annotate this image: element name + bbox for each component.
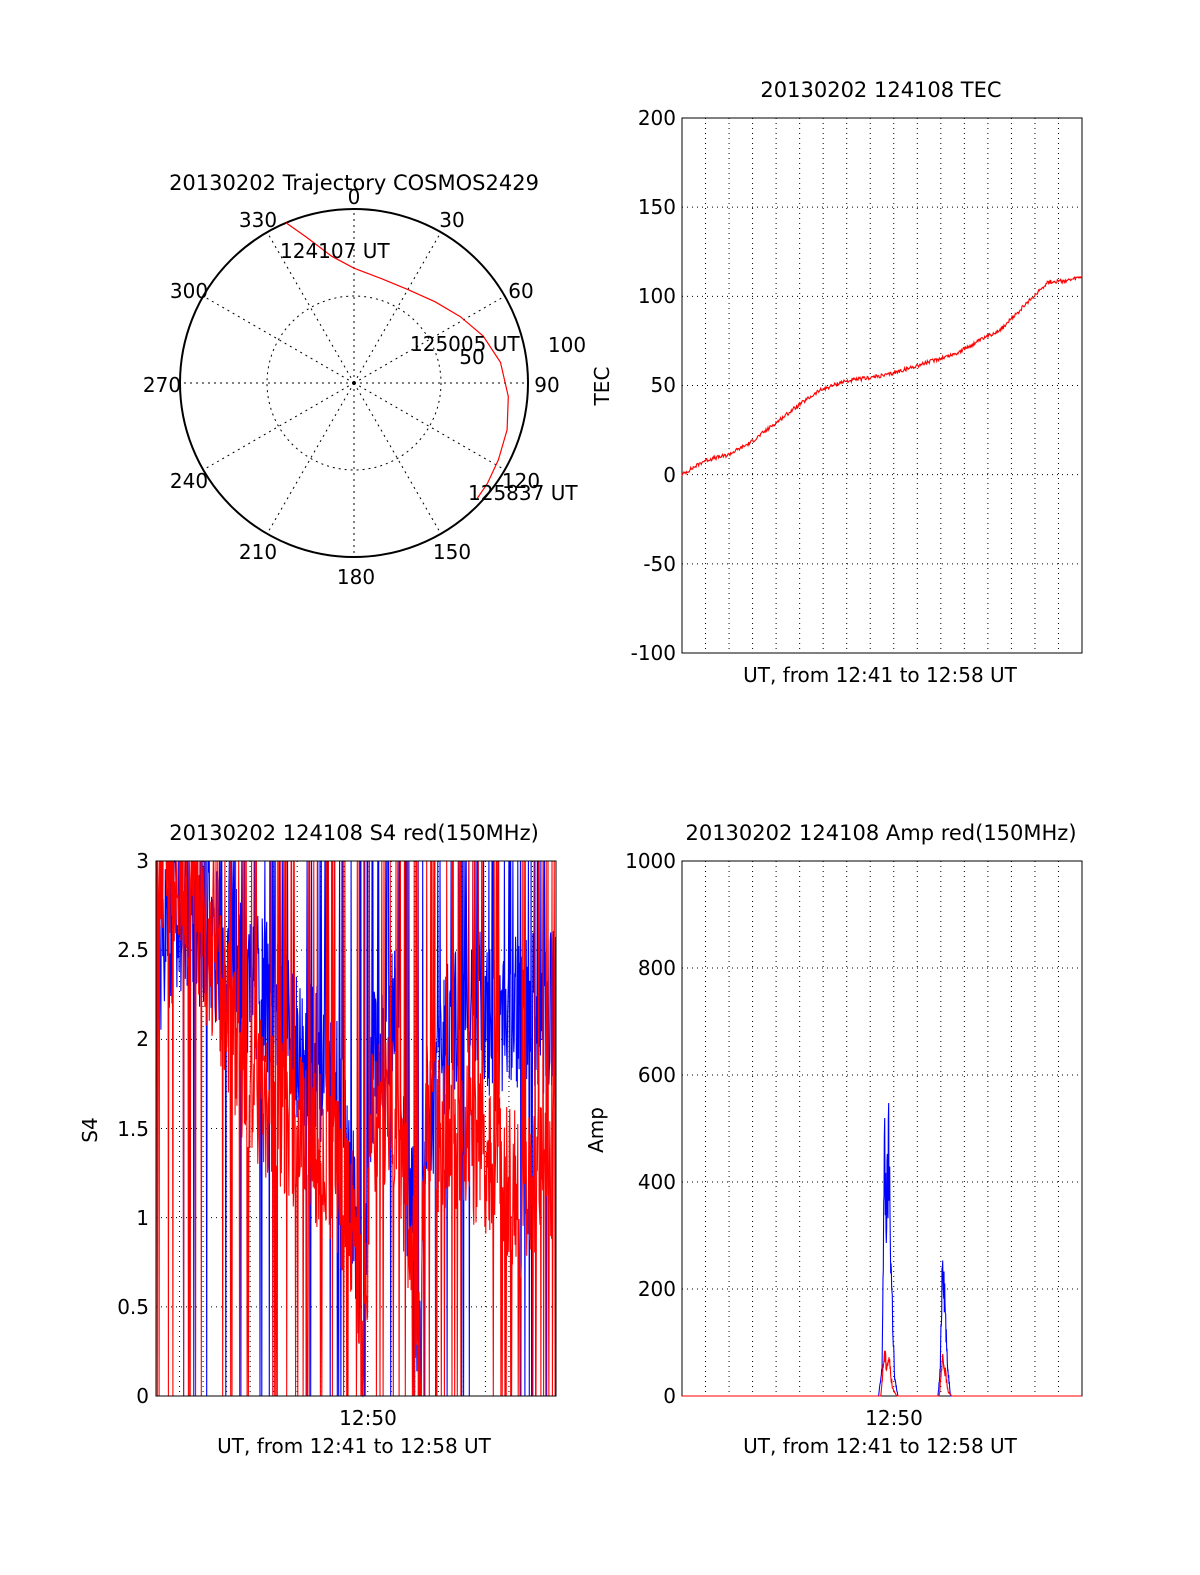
trajectory-start-label: 124107 UT	[280, 239, 390, 263]
amp-panel: 20130202 124108 Amp red(150MHz) 1000 800…	[584, 821, 1083, 1458]
trajectory-spoke	[202, 382, 355, 471]
trajectory-spoke	[353, 382, 442, 535]
amp-ytick-label: 200	[638, 1277, 676, 1301]
tec-grid	[682, 118, 1082, 653]
trajectory-title: 20130202 Trajectory COSMOS2429	[169, 171, 539, 195]
amp-ytick-label: 0	[663, 1384, 676, 1408]
s4-ytick-label: 2.5	[117, 938, 149, 962]
amp-ylabel: Amp	[584, 1107, 608, 1153]
s4-ytick-label: 1.5	[117, 1117, 149, 1141]
angle-label-270: 270	[143, 373, 181, 397]
amp-series-line	[682, 1350, 1082, 1397]
amp-title: 20130202 124108 Amp red(150MHz)	[685, 821, 1076, 845]
tec-series	[681, 275, 1083, 477]
s4-frame	[155, 860, 557, 1397]
radial-label-100: 100	[548, 333, 586, 357]
angle-label-300: 300	[170, 279, 208, 303]
trajectory-grid-circle-50	[266, 295, 442, 471]
trajectory-spoke	[202, 295, 355, 384]
tec-ytick-label: -100	[631, 641, 676, 665]
amp-series-line	[682, 1102, 1082, 1397]
radial-label-50: 50	[459, 345, 484, 369]
trajectory-spoke	[266, 382, 355, 535]
amp-xlabel: UT, from 12:41 to 12:58 UT	[743, 1434, 1018, 1458]
angle-label-120: 120	[502, 469, 540, 493]
tec-ylabel: TEC	[590, 367, 614, 407]
trajectory-outer-circle	[179, 208, 529, 558]
angle-label-60: 60	[508, 279, 533, 303]
angle-label-30: 30	[439, 208, 464, 232]
s4-ytick-label: 2	[136, 1027, 149, 1051]
amp-frame	[681, 860, 1083, 1397]
trajectory-line	[285, 222, 509, 499]
amp-yticks: 1000 800 600 400 200 0	[625, 849, 676, 1408]
angle-label-150: 150	[433, 540, 471, 564]
amp-series	[682, 1102, 1082, 1397]
tec-title: 20130202 124108 TEC	[760, 78, 1001, 102]
s4-xlabel: UT, from 12:41 to 12:58 UT	[217, 1434, 492, 1458]
angle-label-90: 90	[534, 373, 559, 397]
tec-series-line	[681, 275, 1083, 477]
amp-xtick-label: 12:50	[865, 1406, 923, 1430]
trajectory-end-label: 125837 UT	[468, 481, 578, 505]
tec-ytick-label: -50	[643, 552, 676, 576]
tec-yticks: 200 150 100 50 0 -50 -100	[631, 106, 676, 665]
amp-ytick-label: 600	[638, 1063, 676, 1087]
s4-ytick-label: 3	[136, 849, 149, 873]
tec-ytick-label: 200	[638, 106, 676, 130]
trajectory-time-labels: 124107 UT 125005 UT 125837 UT	[280, 239, 578, 505]
angle-label-210: 210	[239, 540, 277, 564]
trajectory-mid-label: 125005 UT	[410, 332, 520, 356]
s4-ytick-label: 0.5	[117, 1295, 149, 1319]
tec-ytick-label: 50	[651, 373, 676, 397]
angle-label-180: 180	[337, 565, 375, 589]
s4-ytick-label: 0	[136, 1384, 149, 1408]
angle-label-0: 0	[348, 185, 361, 209]
trajectory-spoke	[353, 382, 506, 471]
tec-xlabel: UT, from 12:41 to 12:58 UT	[743, 663, 1018, 687]
s4-ylabel: S4	[78, 1117, 102, 1142]
trajectory-angle-labels: 0 30 60 90 120 150 180 210 240 270 300 3…	[143, 185, 586, 589]
trajectory-spoke	[353, 231, 442, 384]
s4-series-line	[155, 859, 557, 1398]
trajectory-panel: 20130202 Trajectory COSMOS2429 0 30 60 9…	[143, 171, 586, 589]
s4-yticks: 3 2.5 2 1.5 1 0.5 0	[117, 849, 149, 1408]
angle-label-330: 330	[239, 208, 277, 232]
trajectory-spoke	[353, 295, 506, 384]
s4-title: 20130202 124108 S4 red(150MHz)	[169, 821, 539, 845]
s4-ytick-label: 1	[136, 1206, 149, 1230]
angle-label-240: 240	[170, 469, 208, 493]
s4-panel: 20130202 124108 S4 red(150MHz) 3 2.5 2 1…	[78, 821, 557, 1458]
tec-ytick-label: 150	[638, 195, 676, 219]
tec-ytick-label: 0	[663, 463, 676, 487]
tec-frame	[681, 117, 1083, 654]
amp-ytick-label: 400	[638, 1170, 676, 1194]
trajectory-grid	[180, 209, 528, 557]
amp-grid	[682, 861, 1082, 1396]
amp-ytick-label: 800	[638, 956, 676, 980]
amp-ytick-label: 1000	[625, 849, 676, 873]
s4-xtick-label: 12:50	[339, 1406, 397, 1430]
tec-ytick-label: 100	[638, 284, 676, 308]
trajectory-spoke	[266, 231, 355, 384]
tec-panel: 20130202 124108 TEC 200 150 100 50 0 -50…	[590, 78, 1083, 687]
